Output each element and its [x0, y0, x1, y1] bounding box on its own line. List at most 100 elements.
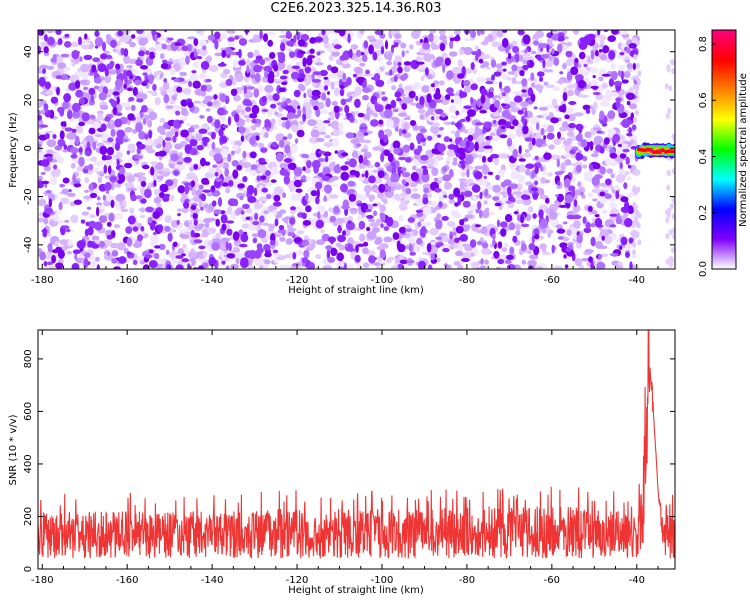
heatmap-cell: [136, 143, 146, 150]
heatmap-cell: [362, 94, 369, 101]
heatmap-cell: [525, 163, 535, 169]
heatmap-cell: [610, 63, 616, 71]
heatmap-cell: [323, 184, 333, 194]
heatmap-cell: [399, 259, 409, 264]
heatmap-cell: [177, 185, 186, 194]
heatmap-cell: [306, 261, 316, 269]
heatmap-cell: [205, 56, 213, 62]
heatmap-cell: [267, 181, 273, 187]
colorbar-gradient: [712, 30, 736, 269]
heatmap-cell: [142, 118, 147, 125]
heatmap-cell: [405, 50, 410, 54]
snr-x-axis-label: Height of straight line (km): [288, 585, 424, 596]
heatmap-cell: [378, 119, 384, 125]
heatmap-cell: [467, 109, 476, 117]
heatmap-cell: [482, 128, 487, 134]
heatmap-cell: [92, 140, 97, 151]
heatmap-cell: [367, 35, 375, 40]
heatmap-cell: [333, 105, 340, 113]
heatmap-cell: [133, 155, 143, 159]
heatmap-cell: [214, 31, 221, 40]
heatmap-cell: [152, 83, 157, 91]
heatmap-cell: [632, 62, 637, 70]
heatmap-cell: [115, 63, 121, 70]
heatmap-cell: [284, 144, 291, 154]
heatmap-cell: [308, 243, 316, 250]
heatmap-cell: [162, 81, 170, 91]
heatmap-cell: [278, 56, 286, 64]
heatmap-cell: [537, 71, 545, 77]
heatmap-cell: [318, 84, 324, 91]
heatmap-cell: [83, 257, 89, 268]
heatmap-cell: [443, 194, 448, 199]
heatmap-cell: [321, 233, 330, 242]
heatmap-cell: [153, 138, 159, 147]
heatmap-cell: [208, 256, 217, 267]
heatmap-cell: [324, 78, 331, 87]
heatmap-cell: [359, 233, 366, 242]
heatmap-cell: [149, 51, 155, 60]
snr-x-tick-label: -40: [629, 575, 645, 586]
heatmap-cell: [224, 257, 230, 262]
heatmap-cell: [181, 45, 189, 52]
signal-band-cell: [670, 149, 674, 154]
signal-band-cell: [655, 149, 659, 154]
heatmap-cell: [239, 195, 244, 201]
heatmap-cell: [125, 226, 133, 234]
heatmap-cell: [501, 37, 509, 48]
heatmap-cell: [192, 80, 201, 89]
heatmap-cell: [239, 243, 248, 248]
signal-band-cell: [646, 147, 650, 152]
heatmap-cell: [410, 193, 421, 200]
heatmap-cell: [366, 226, 371, 232]
heatmap-cell: [534, 233, 540, 240]
heatmap-cell: [593, 188, 602, 194]
heatmap-cell: [200, 193, 206, 202]
heatmap-cell: [43, 46, 49, 54]
heatmap-cell: [500, 266, 509, 269]
heatmap-cell: [516, 183, 523, 191]
heatmap-cell: [594, 214, 600, 218]
heatmap-cell: [115, 151, 123, 159]
heatmap-cell: [515, 53, 520, 63]
heatmap-cell: [212, 100, 220, 105]
heatmap-cell: [53, 152, 61, 158]
heatmap-cell: [232, 169, 239, 179]
heatmap-cell: [328, 207, 335, 213]
heatmap-cell: [347, 189, 356, 194]
heatmap-cell: [457, 197, 462, 206]
heatmap-cell: [449, 37, 455, 42]
heatmap-cell: [539, 138, 546, 144]
heatmap-cell: [280, 117, 289, 121]
heatmap-cell: [403, 61, 412, 66]
heatmap-cell: [514, 69, 519, 79]
heatmap-cell: [128, 158, 134, 164]
heatmap-cell: [397, 61, 402, 67]
heatmap-cell: [361, 54, 368, 63]
heatmap-cell: [148, 249, 154, 254]
heatmap-cell: [264, 131, 269, 138]
heatmap-cell: [346, 264, 355, 268]
heatmap-cell: [402, 144, 410, 153]
heatmap-cell: [430, 253, 435, 261]
heatmap-cell: [501, 109, 510, 118]
heatmap-cell: [213, 153, 223, 162]
heatmap-cell: [59, 130, 65, 140]
heatmap-cell: [328, 73, 338, 78]
heatmap-cell: [598, 76, 604, 82]
heatmap-cell: [516, 199, 524, 205]
heatmap-cell: [124, 126, 133, 133]
heatmap-cell: [490, 153, 500, 159]
heatmap-cell: [173, 170, 180, 176]
heatmap-cell: [84, 176, 90, 184]
heatmap-cell: [85, 135, 94, 143]
heatmap-cell: [590, 236, 596, 247]
heatmap-cell: [527, 261, 536, 266]
heatmap-cell: [405, 228, 413, 232]
heatmap-cell: [263, 243, 271, 251]
heatmap-cell: [394, 55, 402, 63]
heatmap-cell: [198, 201, 203, 209]
heatmap-cell: [344, 104, 350, 114]
heatmap-cell: [585, 108, 591, 114]
heatmap-cell: [110, 39, 117, 49]
